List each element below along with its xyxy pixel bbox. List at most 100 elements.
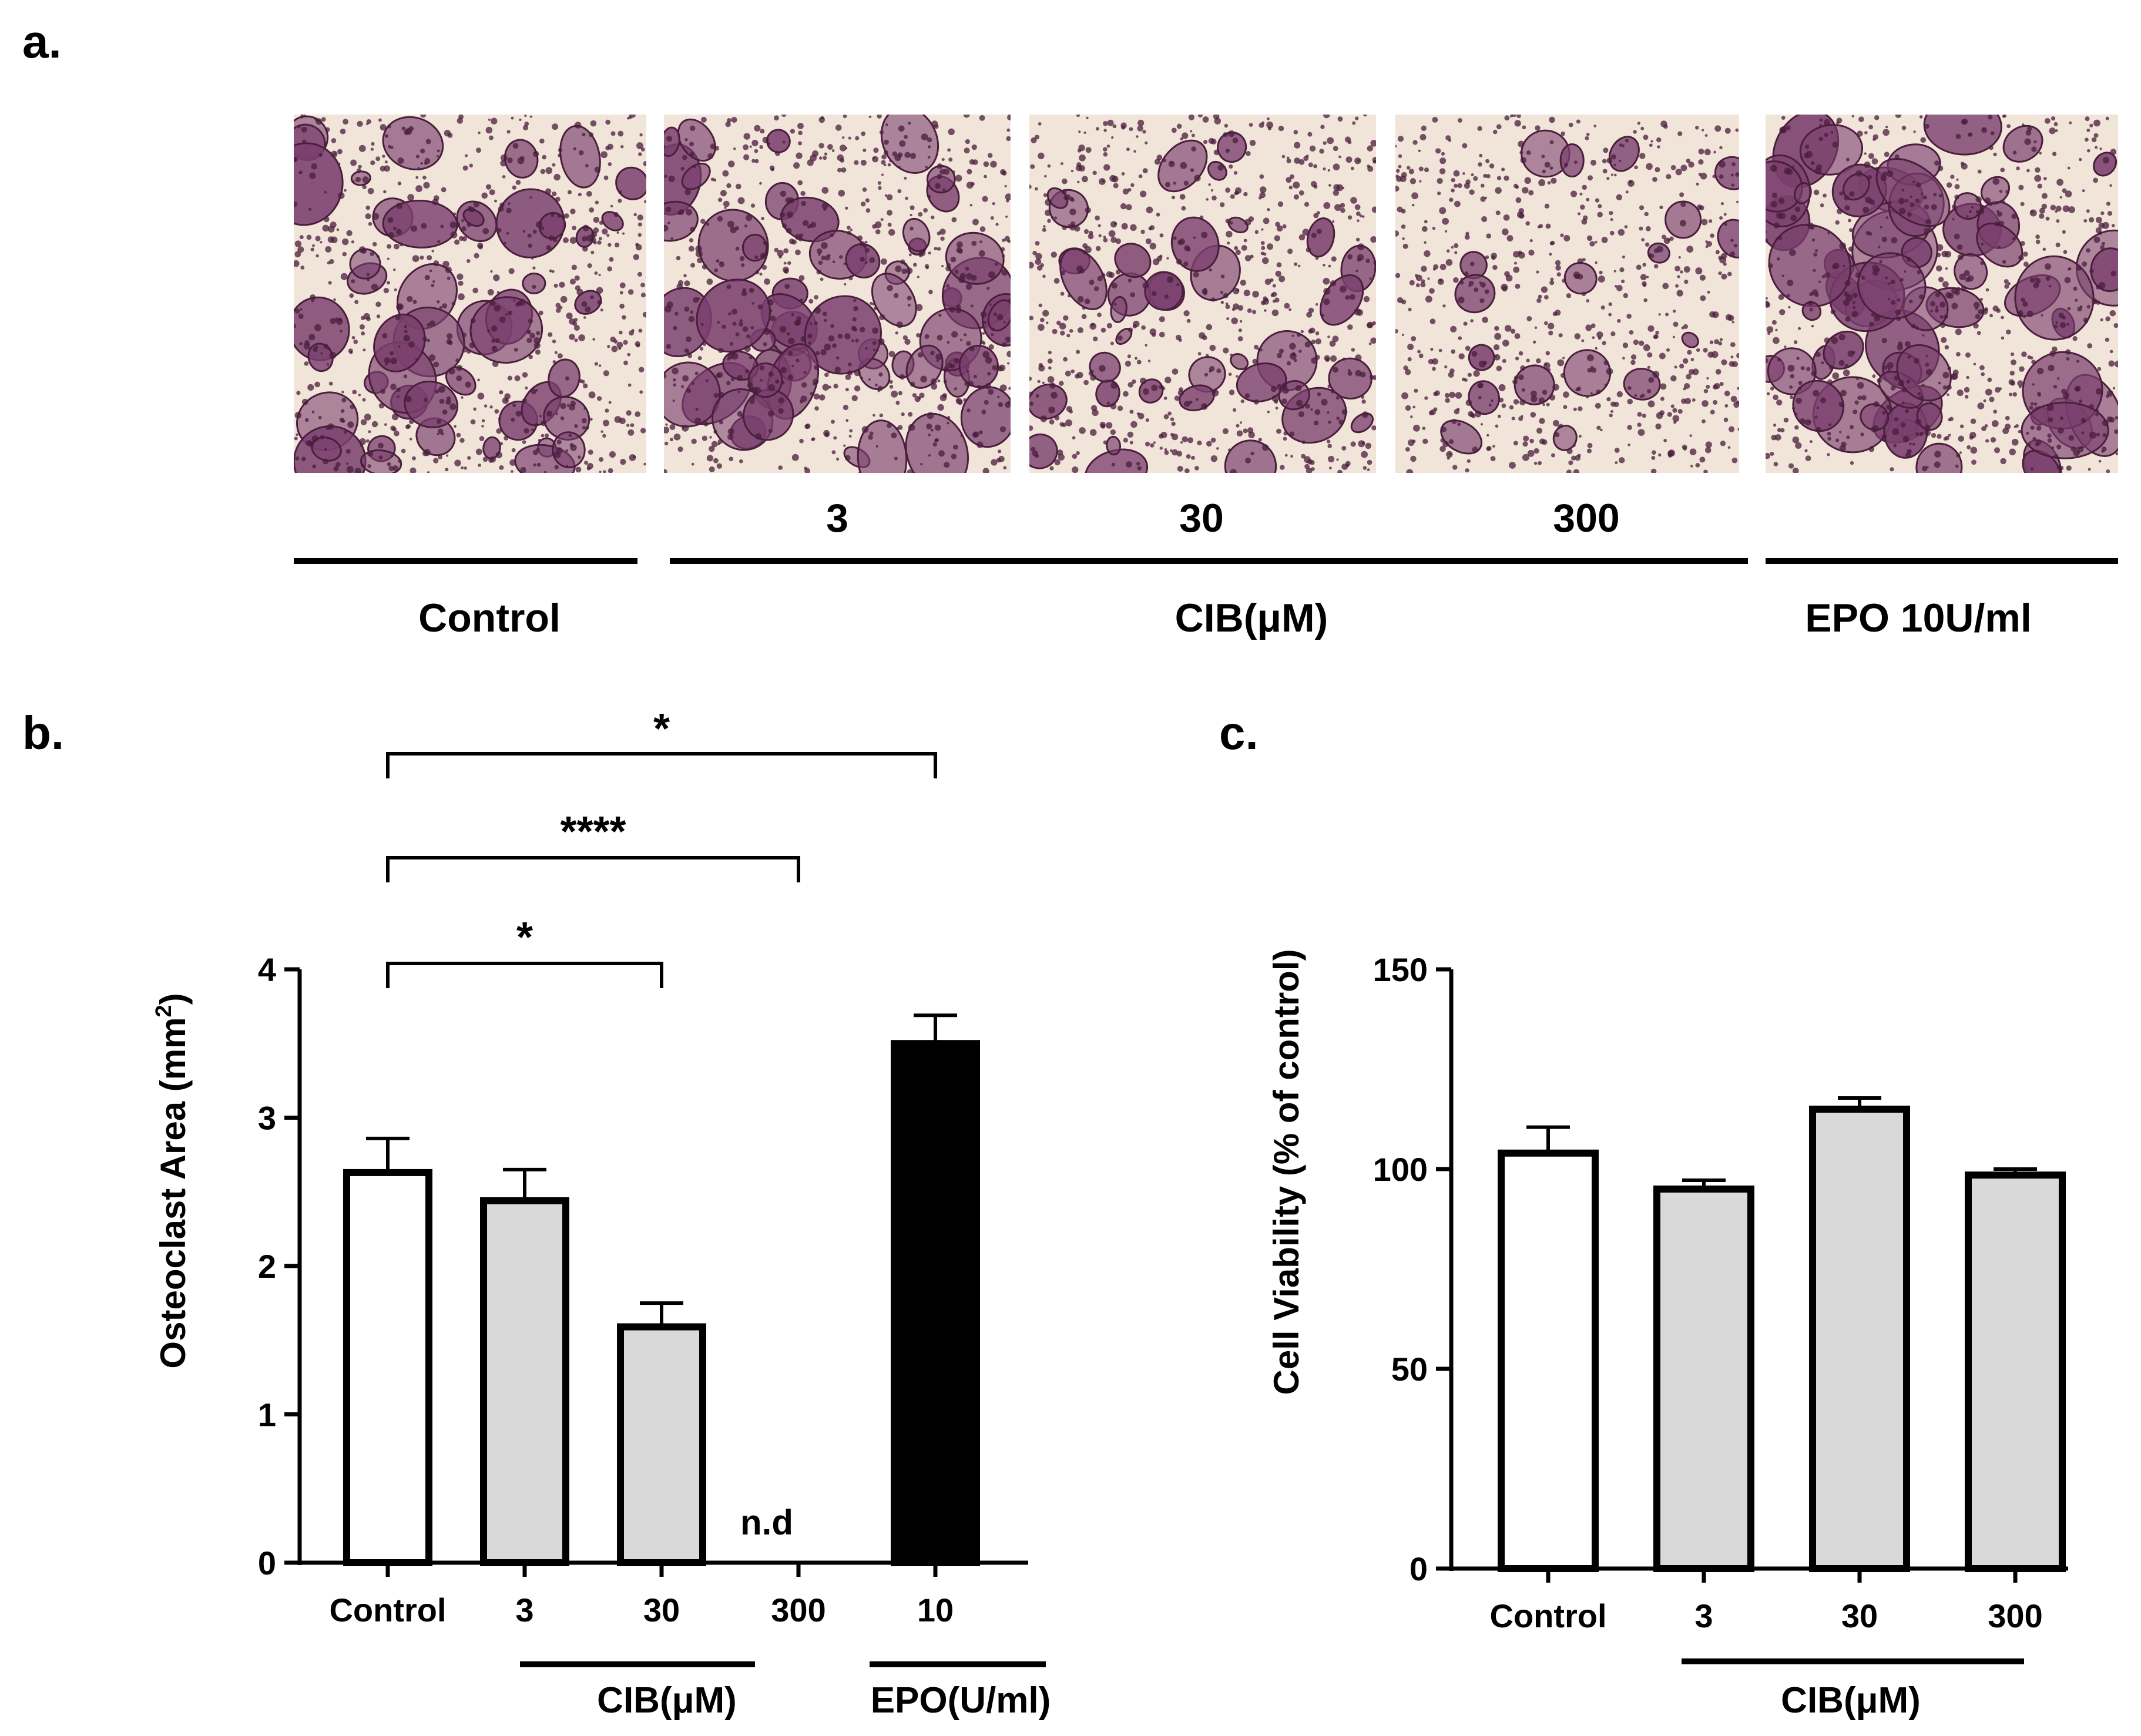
nucleus-dot [294, 308, 300, 314]
nucleus-dot [1077, 296, 1084, 303]
nucleus-dot [1773, 424, 1777, 427]
nucleus-dot [1784, 345, 1787, 348]
nucleus-dot [684, 306, 690, 312]
nucleus-dot [1845, 316, 1851, 322]
nucleus-dot [956, 304, 961, 310]
nucleus-dot [1673, 321, 1679, 327]
nucleus-dot [1260, 186, 1267, 193]
nucleus-dot [1549, 253, 1552, 256]
nucleus-dot [741, 244, 744, 248]
nucleus-dot [1106, 145, 1110, 148]
nucleus-dot [2062, 188, 2067, 193]
nucleus-dot [1276, 352, 1282, 358]
nucleus-dot [670, 237, 674, 240]
nucleus-dot [1094, 286, 1099, 291]
nucleus-dot [1304, 202, 1310, 207]
nucleus-dot [1727, 271, 1732, 277]
nucleus-dot [1695, 267, 1703, 275]
nucleus-dot [548, 332, 553, 337]
nucleus-dot [296, 433, 298, 436]
nucleus-dot [294, 240, 302, 247]
nucleus-dot [1412, 140, 1418, 145]
nucleus-dot [394, 431, 400, 436]
nucleus-dot [875, 445, 878, 448]
nucleus-dot [638, 152, 642, 156]
nucleus-dot [1881, 434, 1887, 439]
nucleus-dot [404, 330, 408, 334]
nucleus-dot [1577, 258, 1583, 264]
nucleus-dot [860, 257, 865, 262]
nucleus-dot [1766, 326, 1774, 333]
nucleus-dot [673, 325, 677, 331]
nucleus-dot [1536, 358, 1541, 364]
nucleus-dot [433, 361, 439, 368]
nucleus-dot [1585, 324, 1592, 331]
nucleus-dot [415, 176, 419, 179]
nucleus-dot [531, 388, 537, 395]
nucleus-dot [453, 212, 457, 216]
nucleus-dot [1529, 438, 1534, 444]
nucleus-dot [2019, 366, 2025, 372]
nucleus-dot [311, 435, 318, 442]
nucleus-dot [622, 315, 626, 320]
nucleus-dot [816, 269, 821, 275]
nucleus-dot [726, 284, 731, 290]
nucleus-dot [1827, 453, 1830, 456]
nucleus-dot [333, 466, 339, 472]
nucleus-dot [1077, 149, 1082, 153]
nucleus-dot [1294, 157, 1301, 164]
nucleus-dot [1939, 322, 1946, 328]
nucleus-dot [1791, 407, 1796, 410]
nucleus-dot [1005, 336, 1011, 343]
nucleus-dot [1395, 273, 1401, 278]
nucleus-dot [1401, 224, 1406, 229]
nucleus-dot [496, 227, 502, 233]
nucleus-dot [1610, 331, 1616, 337]
nucleus-dot [1043, 193, 1048, 197]
nucleus-dot [1191, 146, 1197, 152]
nucleus-dot [302, 139, 307, 144]
nucleus-dot [1643, 344, 1650, 351]
nucleus-dot [694, 417, 702, 424]
nucleus-dot [1173, 182, 1176, 185]
nucleus-dot [427, 338, 431, 343]
nucleus-dot [1276, 262, 1282, 268]
nucleus-dot [668, 175, 675, 183]
nucleus-dot [1315, 331, 1320, 335]
nucleus-dot [1736, 200, 1739, 203]
nucleus-dot [889, 380, 893, 384]
micrograph-control [294, 115, 646, 473]
nucleus-dot [1479, 298, 1485, 303]
nucleus-dot [1964, 395, 1969, 399]
nucleus-dot [815, 351, 820, 355]
nucleus-dot [797, 141, 803, 146]
nucleus-dot [965, 139, 970, 145]
nucleus-dot [1948, 293, 1954, 299]
nucleus-dot [1424, 250, 1431, 257]
nucleus-dot [1493, 129, 1498, 135]
nucleus-dot [1454, 251, 1458, 254]
nucleus-dot [485, 184, 492, 190]
nucleus-dot [1165, 377, 1172, 384]
osteoclast-cell [664, 126, 680, 157]
nucleus-dot [630, 423, 635, 428]
nucleus-dot [1947, 366, 1952, 371]
nucleus-dot [1328, 420, 1331, 424]
nucleus-dot [1624, 225, 1628, 229]
nucleus-dot [1170, 449, 1173, 452]
nucleus-dot [1824, 272, 1830, 278]
nucleus-dot [366, 122, 369, 126]
nucleus-dot [574, 122, 582, 129]
osteoclast-cell [1665, 200, 1702, 239]
nucleus-dot [2063, 250, 2068, 254]
nucleus-dot [1512, 115, 1517, 117]
nucleus-dot [476, 147, 481, 153]
nucleus-dot [1172, 368, 1179, 375]
nucleus-dot [1194, 174, 1201, 182]
nucleus-dot [691, 438, 697, 444]
nucleus-dot [1008, 298, 1011, 303]
nucleus-dot [589, 132, 594, 137]
nucleus-dot [1810, 161, 1815, 166]
nucleus-dot [1603, 147, 1609, 153]
nucleus-dot [581, 301, 588, 307]
